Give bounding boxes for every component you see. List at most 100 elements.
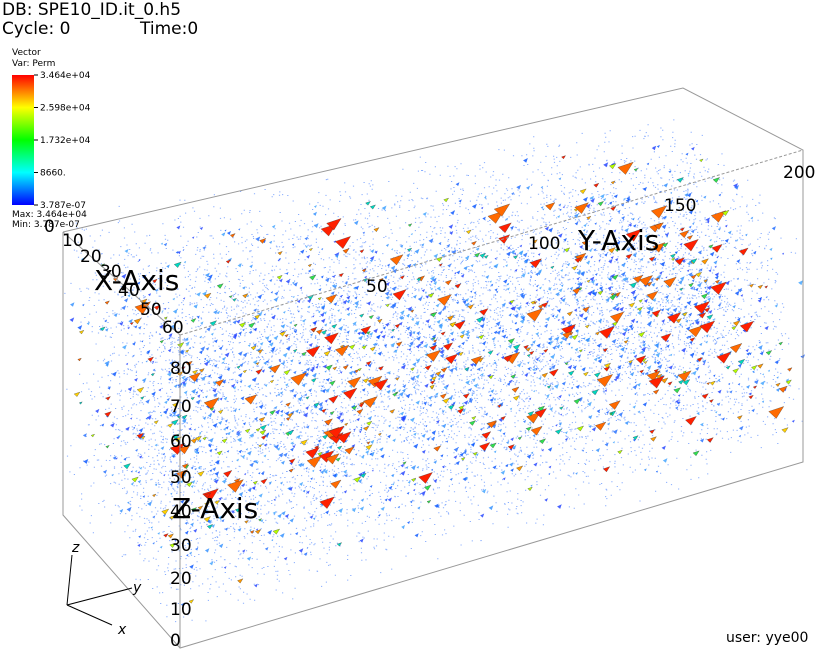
vector-glyph [417, 466, 420, 469]
vector-glyph [499, 223, 511, 233]
vector-glyph [480, 514, 484, 518]
vector-glyph [717, 337, 719, 339]
vector-glyph [585, 325, 589, 328]
vector-glyph [632, 351, 635, 354]
vector-glyph [344, 423, 347, 426]
vector-glyph [332, 324, 337, 328]
vector-glyph [506, 251, 511, 256]
vector-glyph [413, 489, 415, 491]
vector-glyph [697, 376, 700, 379]
vector-glyph [346, 296, 350, 300]
vector-glyph [766, 350, 772, 355]
vector-glyph [425, 425, 427, 427]
vector-glyph [212, 410, 215, 413]
vector-glyph [472, 204, 477, 209]
vector-glyph [490, 389, 494, 393]
vector-glyph [388, 498, 392, 502]
vector-glyph [365, 450, 369, 454]
vector-glyph [619, 354, 623, 358]
vector-glyph [725, 281, 729, 285]
vector-glyph [526, 427, 531, 431]
y-tick-label: 150 [664, 196, 696, 216]
vector-glyph [343, 300, 347, 304]
vector-glyph [490, 443, 496, 448]
vector-glyph [635, 202, 638, 205]
vector-glyph [343, 248, 349, 253]
vector-glyph [314, 337, 316, 339]
vector-glyph [444, 405, 446, 407]
vector-glyph [674, 386, 676, 388]
vector-glyph [160, 546, 163, 549]
vector-glyph [360, 538, 364, 542]
vector-glyph [273, 511, 277, 515]
vector-glyph [652, 146, 657, 151]
vector-glyph [670, 354, 673, 357]
vector-glyph [685, 416, 696, 425]
vector-glyph [448, 396, 452, 400]
vector-glyph [256, 428, 260, 431]
vector-glyph [627, 329, 629, 331]
vector-glyph [611, 181, 615, 184]
vector-glyph [552, 315, 555, 318]
vector-glyph [625, 258, 628, 261]
vector-glyph [270, 410, 276, 415]
vector-glyph [678, 297, 681, 300]
vector-glyph [699, 343, 702, 346]
vector-glyph [531, 452, 534, 455]
vector-glyph [298, 362, 301, 365]
vector-glyph [618, 450, 623, 454]
vector-glyph [308, 295, 314, 300]
vector-glyph [161, 243, 163, 245]
vector-glyph [310, 333, 313, 336]
vector-glyph [321, 330, 326, 334]
vector-glyph [164, 400, 168, 404]
vector-glyph [214, 339, 218, 343]
vector-glyph [718, 295, 721, 298]
vector-glyph [271, 291, 273, 293]
vector-glyph [147, 415, 152, 420]
vector-glyph [632, 218, 635, 221]
vector-glyph [247, 384, 251, 388]
vector-glyph [184, 261, 186, 263]
vector-glyph [722, 336, 724, 338]
vector-glyph [465, 256, 470, 261]
vector-glyph [549, 407, 553, 411]
vector-glyph [617, 210, 620, 213]
vector-glyph [151, 373, 154, 376]
vector-glyph [482, 349, 484, 351]
vector-glyph [127, 507, 132, 512]
vector-glyph [298, 310, 300, 312]
vector-glyph [402, 388, 406, 392]
vector-glyph [558, 204, 561, 207]
vector-glyph [575, 472, 578, 475]
vector-glyph [739, 248, 748, 255]
vector-glyph [460, 330, 465, 335]
vector-glyph [214, 350, 216, 352]
vector-glyph [148, 357, 154, 362]
vector-glyph [733, 369, 739, 374]
vector-glyph [283, 311, 286, 314]
vector-glyph [265, 547, 269, 551]
vector-glyph [779, 342, 783, 345]
vector-glyph [172, 298, 175, 301]
vector-glyph [105, 301, 109, 305]
vector-glyph [386, 244, 389, 247]
vector-glyph [441, 430, 444, 433]
vector-glyph [281, 461, 285, 465]
vector-glyph [644, 361, 647, 363]
vector-glyph [632, 405, 635, 408]
vector-glyph [417, 506, 420, 509]
vector-glyph [231, 430, 234, 433]
vector-glyph [406, 394, 411, 399]
vector-glyph [469, 420, 475, 425]
vector-glyph [373, 328, 378, 333]
vector-glyph [492, 337, 496, 341]
vector-glyph [151, 392, 155, 396]
vector-glyph [255, 529, 261, 533]
vector-glyph [229, 295, 232, 297]
vector-glyph [426, 437, 430, 441]
vector-glyph [445, 280, 451, 285]
vector-glyph [142, 495, 145, 498]
vector-glyph [121, 305, 126, 310]
vector-glyph [464, 400, 468, 404]
